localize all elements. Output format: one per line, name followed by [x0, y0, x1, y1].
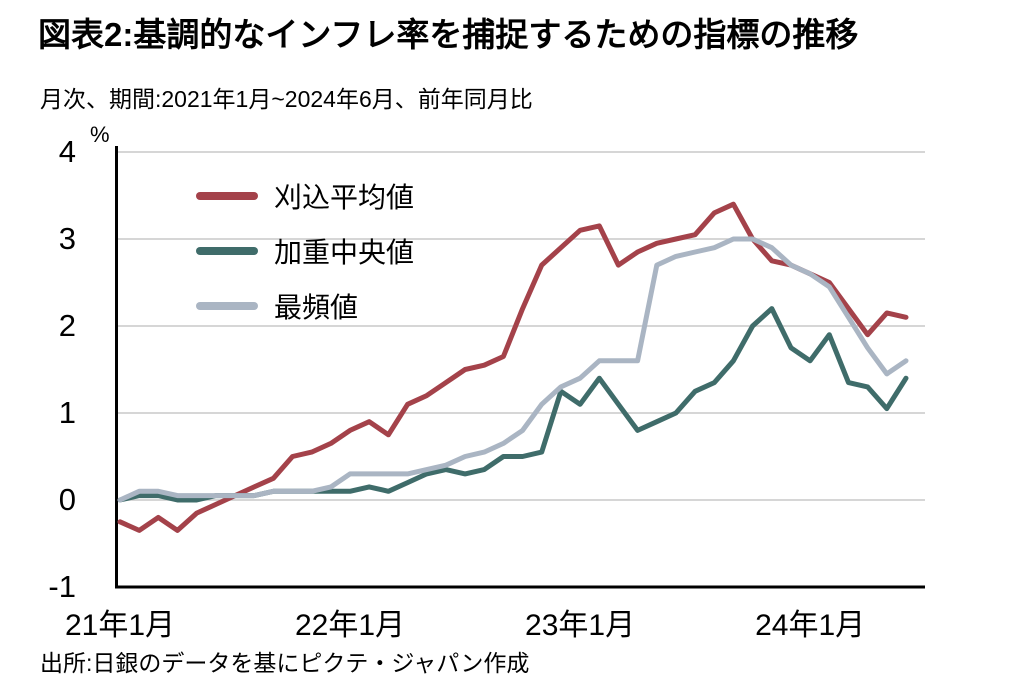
x-tick-label-22年1月: 22年1月 [295, 609, 406, 642]
chart-subtitle: 月次、期間:2021年1月~2024年6月、前年同月比 [40, 86, 533, 112]
legend-label-trimmed-mean: 刈込平均値 [274, 181, 415, 213]
legend-label-mode: 最頻値 [274, 291, 359, 323]
legend-item-trimmed-mean: 刈込平均値 [196, 168, 414, 223]
chart-legend: 刈込平均値加重中央値最頻値 [196, 168, 414, 333]
y-tick-label-2: 2 [58, 308, 76, 343]
chart-title: 図表2:基調的なインフレ率を捕捉するための指標の推移 [38, 16, 859, 53]
y-tick-label-0: 0 [58, 482, 76, 517]
chart-source: 出所:日銀のデータを基にピクテ・ジャパン作成 [40, 650, 530, 676]
series-line-mode [117, 236, 909, 503]
y-axis-unit-label: % [90, 122, 110, 147]
y-tick-label-4: 4 [58, 134, 76, 169]
x-tick-label-24年1月: 24年1月 [755, 609, 866, 642]
legend-swatch-mode [196, 301, 258, 310]
x-tick-label-21年1月: 21年1月 [64, 609, 176, 642]
series-line-trimmed-mean [117, 201, 909, 533]
line-chart-plot [115, 146, 925, 589]
legend-label-weighted-median: 加重中央値 [274, 236, 415, 268]
y-tick-label-1: 1 [58, 395, 76, 430]
x-tick-label-23年1月: 23年1月 [525, 609, 636, 642]
legend-item-mode: 最頻値 [196, 278, 414, 333]
y-tick-label--1: -1 [48, 569, 76, 604]
legend-swatch-trimmed-mean [196, 191, 258, 200]
legend-item-weighted-median: 加重中央値 [196, 223, 414, 278]
y-tick-label-3: 3 [58, 221, 76, 256]
legend-swatch-weighted-median [196, 246, 258, 255]
